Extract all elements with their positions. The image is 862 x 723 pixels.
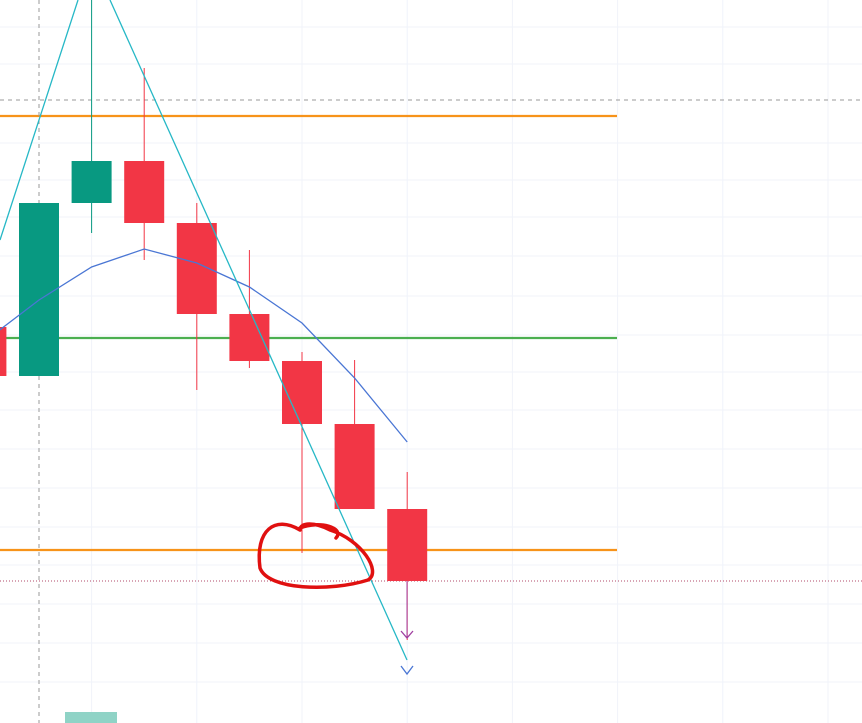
candle-body bbox=[124, 161, 165, 223]
candle-body bbox=[282, 361, 322, 424]
candle-body bbox=[176, 223, 217, 314]
hand-drawn-circle bbox=[257, 522, 375, 590]
candle-body bbox=[71, 161, 112, 203]
ma-line bbox=[0, 248, 408, 443]
volume-bar bbox=[65, 712, 117, 723]
trend-line bbox=[109, 0, 408, 661]
candle-body bbox=[229, 314, 270, 361]
arrow bbox=[400, 630, 414, 639]
candle-body bbox=[0, 327, 7, 376]
candle-body bbox=[387, 509, 428, 581]
levels bbox=[0, 114, 617, 552]
trend-line bbox=[0, 0, 79, 241]
candles bbox=[0, 0, 428, 640]
moving-average bbox=[0, 248, 408, 443]
arrow bbox=[400, 665, 414, 676]
candle-body bbox=[19, 203, 59, 376]
candle-body bbox=[334, 424, 375, 509]
